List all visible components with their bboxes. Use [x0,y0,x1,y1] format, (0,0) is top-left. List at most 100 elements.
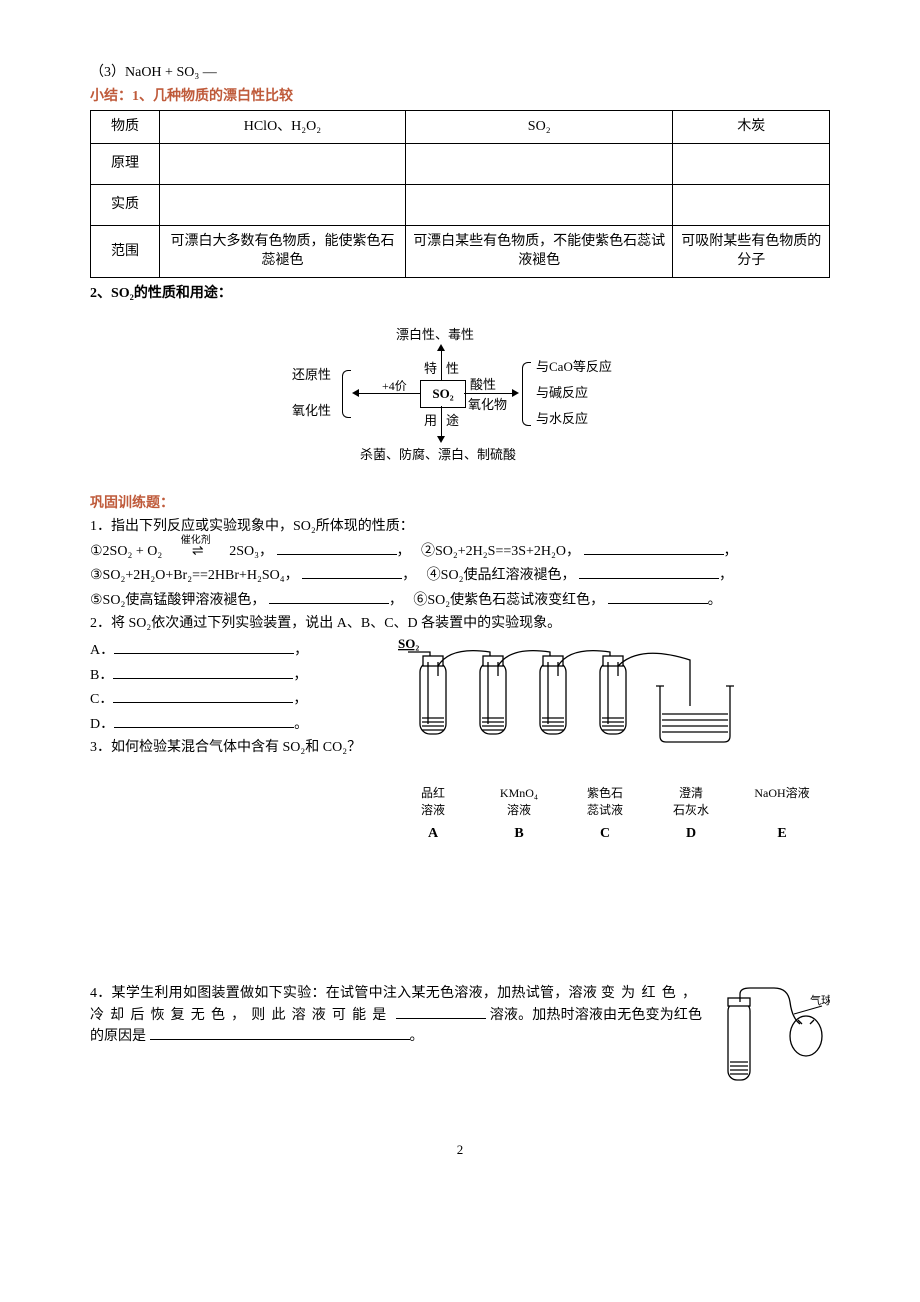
concept-right-brace [522,362,531,426]
test-tube-balloon-icon: 气球 [710,984,830,1094]
table-cell [405,184,673,225]
q3: 3．如何检验某混合气体中含有 SO₂和 CO₂？ [90,738,390,758]
blank-field[interactable] [396,1004,486,1019]
q2-answers: A．， B．， C．， D．。 3．如何检验某混合气体中含有 SO₂和 CO₂？ [90,636,390,760]
concept-bottom-mid-left: 用 [424,412,437,430]
table-header-cell: SO₂ [405,111,673,144]
q1-item2: ②SO₂+2H₂S==3S+2H₂O， [421,544,580,559]
title-properties-uses: 2、SO₂的性质和用途： [90,284,830,304]
q2-row: A．， B．， C．， D．。 3．如何检验某混合气体中含有 SO₂和 CO₂？… [90,636,830,844]
q2-b: B．， [90,664,390,686]
q1-item1b: 2SO₃， [229,544,273,559]
q2-c: C．， [90,688,390,710]
blank-field[interactable] [608,589,708,604]
blank-field[interactable] [579,564,719,579]
table-cell [160,184,406,225]
q2-c-label: C． [90,692,113,707]
blank-field[interactable] [269,589,389,604]
table-row: 物质 HClO、H₂O₂ SO₂ 木炭 [91,111,830,144]
table-row: 实质 [91,184,830,225]
concept-line [441,406,442,438]
row-header: 实质 [91,184,160,225]
concept-bottom-mid-right: 途 [446,412,459,430]
q4: 4．某学生利用如图装置做如下实验：在试管中注入某无色溶液，加热试管，溶液 变为红… [90,984,830,1101]
q1-item5: ⑤SO₂使高锰酸钾溶液褪色， [90,593,265,608]
apparatus-letters: A B C D E [390,824,830,844]
caption-e: NaOH溶液 [747,785,817,819]
letter-d: D [661,824,721,844]
table-header-cell: 木炭 [673,111,830,144]
table-row: 原理 [91,143,830,184]
q1-line3: ⑤SO₂使高锰酸钾溶液褪色， ， ⑥SO₂使紫色石蕊试液变红色， 。 [90,589,830,611]
table-cell [673,184,830,225]
concept-left-brace [342,370,351,418]
q1-item4: ④SO₂使品红溶液褪色， [427,568,576,583]
arrow-left-icon [352,389,359,397]
concept-top-mid-right: 性 [446,360,459,378]
concept-bottom-label: 杀菌、防腐、漂白、制硫酸 [360,446,516,464]
concept-rb2: 与碱反应 [536,384,588,402]
table-cell: 可吸附某些有色物质的分子 [673,225,830,277]
letter-c: C [575,824,635,844]
blank-field[interactable] [150,1025,410,1040]
concept-left-upper: 还原性 [292,366,331,384]
q4-stem1: 4．某学生利用如图装置做如下实验：在试管中注入某无色溶液，加热试管，溶液 [90,986,597,1001]
apparatus-captions: 品红 溶液 KMnO₄ 溶液 紫色石 蕊试液 澄清 石灰水 NaOH溶液 [390,785,830,819]
q2-b-label: B． [90,668,113,683]
summary-title: 小结：1、几种物质的漂白性比较 [90,87,830,107]
balloon-label: 气球 [810,993,830,1007]
q1-line2: ③SO₂+2H₂O+Br₂==2HBr+H₂SO₄， ， ④SO₂使品红溶液褪色… [90,564,830,586]
arrow-down-icon [437,436,445,443]
row-header: 范围 [91,225,160,277]
table-cell [160,143,406,184]
row-header: 原理 [91,143,160,184]
blank-field[interactable] [277,540,397,555]
concept-right-upper: 酸性 [470,376,496,394]
letter-e: E [747,824,817,844]
blank-field[interactable] [114,639,294,654]
concept-rb3: 与水反应 [536,410,588,428]
arrow-right-icon [512,389,519,397]
concept-center: SO₂ [420,380,466,408]
comparison-table: 物质 HClO、H₂O₂ SO₂ 木炭 原理 实质 范围 可漂白大多数有色物质，… [90,110,830,278]
q2-d: D．。 [90,713,390,735]
concept-top-mid-left: 特 [424,360,437,378]
concept-top-label: 漂白性、毒性 [396,326,474,344]
q2-d-label: D． [90,717,114,732]
q1-item6: ⑥SO₂使紫色石蕊试液变红色， [413,593,604,608]
q1-item1a: ①2SO₂ + O₂ [90,544,162,559]
blank-field[interactable] [113,664,293,679]
catalyst-label: 催化剂 [166,534,226,548]
concept-line [441,348,442,380]
table-cell [673,143,830,184]
q4-text: 4．某学生利用如图装置做如下实验：在试管中注入某无色溶液，加热试管，溶液 变为红… [90,984,702,1047]
q1-line1: ①2SO₂ + O₂ 催化剂 ⇌ 2SO₃， ， ②SO₂+2H₂S==3S+2… [90,540,830,562]
caption-b: KMnO₄ 溶液 [489,785,549,819]
arrow-up-icon [437,344,445,351]
caption-d: 澄清 石灰水 [661,785,721,819]
blank-field[interactable] [113,688,293,703]
table-row: 范围 可漂白大多数有色物质，能使紫色石蕊褪色 可漂白某些有色物质，不能使紫色石蕊… [91,225,830,277]
letter-a: A [403,824,463,844]
equation-3: （3）NaOH + SO₃ — [90,63,830,83]
page-number: 2 [90,1141,830,1159]
concept-right-lower: 氧化物 [468,396,507,414]
letter-b: B [489,824,549,844]
q2-stem: 2．将 SO₂依次通过下列实验装置，说出 A、B、C、D 各装置中的实验现象。 [90,614,830,634]
blank-field[interactable] [584,540,724,555]
blank-field[interactable] [302,564,402,579]
concept-left-mark: +4价 [382,378,407,395]
concept-rb1: 与CaO等反应 [536,358,612,376]
q2-a: A．， [90,639,390,661]
table-cell: 可漂白某些有色物质，不能使紫色石蕊试液褪色 [405,225,673,277]
caption-a: 品红 溶液 [403,785,463,819]
caption-c: 紫色石 蕊试液 [575,785,635,819]
q1-item3: ③SO₂+2H₂O+Br₂==2HBr+H₂SO₄， [90,568,299,583]
table-header-cell: HClO、H₂O₂ [160,111,406,144]
q4-figure: 气球 [710,984,830,1101]
apparatus-icon: SO₂ [390,636,790,776]
table-header-cell: 物质 [91,111,160,144]
blank-field[interactable] [114,713,294,728]
table-cell [405,143,673,184]
drill-title: 巩固训练题： [90,494,830,514]
